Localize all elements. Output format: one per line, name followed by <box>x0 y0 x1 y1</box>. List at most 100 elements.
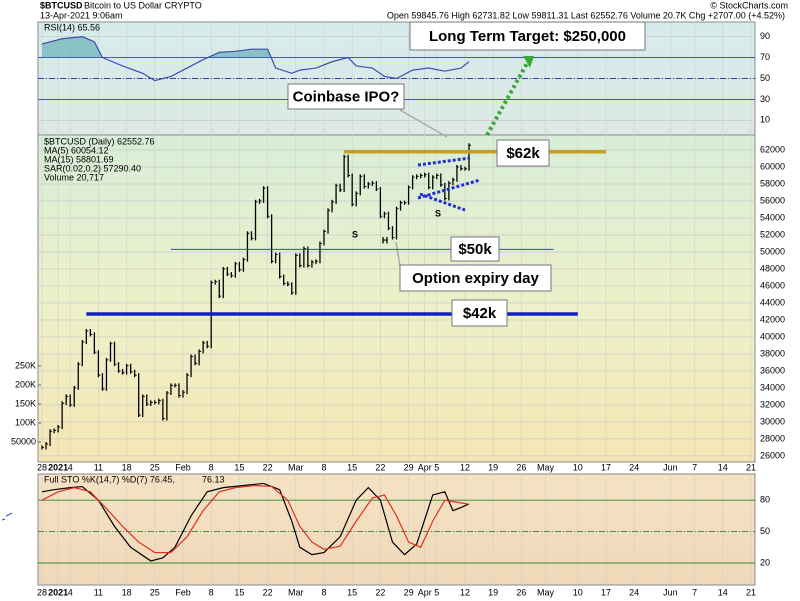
annotation-box <box>399 264 552 292</box>
price-panel <box>37 134 756 463</box>
x-tick-label: 19 <box>488 587 498 597</box>
x-tick-label: 15 <box>234 587 244 597</box>
arrow-head <box>523 56 534 68</box>
volume-tick-label: 50000 <box>11 436 36 446</box>
annotation-box <box>496 139 550 167</box>
x-tick-label: 12 <box>460 587 470 597</box>
x-tick-label: 5 <box>434 587 439 597</box>
x-tick-label: 4 <box>68 462 73 472</box>
callout-line <box>395 241 401 267</box>
x-tick-label: 18 <box>122 587 132 597</box>
y-tick-label: 54000 <box>760 212 785 222</box>
wedge-line <box>417 178 481 200</box>
annotation: $50k <box>458 241 492 258</box>
annotation: $42k <box>463 305 497 322</box>
x-tick-label: 4 <box>68 587 73 597</box>
y-tick-label: 60000 <box>760 161 785 171</box>
annotation-box <box>287 83 405 110</box>
x-tick-label: 22 <box>263 587 273 597</box>
legend-entry: $BTCUSD (Daily) 62552.76 <box>44 136 155 146</box>
x-tick-label: 17 <box>601 587 611 597</box>
x-tick-label: 11 <box>94 587 103 597</box>
x-tick-label: 17 <box>601 462 611 472</box>
marks <box>41 36 472 562</box>
x-tick-label: 8 <box>321 462 326 472</box>
x-tick-label: 29 <box>404 462 414 472</box>
y-tick-label: 50 <box>760 526 770 536</box>
x-tick-label: 18 <box>122 462 132 472</box>
y-tick-label: 38000 <box>760 348 785 358</box>
y-tick-label: 58000 <box>760 178 785 188</box>
x-tick-label: Apr <box>418 462 432 472</box>
callout-line <box>399 109 448 138</box>
x-tick-label: 26 <box>516 587 526 597</box>
x-tick-label: 22 <box>375 587 385 597</box>
panel-label: Full STO %K(14,7) %D(7) 76.45, <box>44 474 175 484</box>
x-tick-label: Jun <box>663 462 678 472</box>
legend-entry: MA(5) 60054.12 <box>44 145 109 155</box>
annotation-box <box>451 299 508 327</box>
x-tick-label: 25 <box>150 587 160 597</box>
pattern-label: S <box>435 208 441 218</box>
y-tick-label: 34000 <box>760 382 785 392</box>
x-tick-label: 2021 <box>48 462 68 472</box>
wedge-line <box>419 192 466 212</box>
y-tick-label: 90 <box>760 31 770 41</box>
x-tick-label: 21 <box>746 587 756 597</box>
x-tick-label: 5 <box>434 462 439 472</box>
x-tick-label: 22 <box>263 462 273 472</box>
x-tick-label: 26 <box>516 462 526 472</box>
y-tick-label: 80 <box>760 495 770 505</box>
annotation: Coinbase IPO? <box>293 88 400 105</box>
x-tick-label: 15 <box>347 587 357 597</box>
date: 13-Apr-2021 9:06am <box>40 10 123 20</box>
y-tick-label: 46000 <box>760 280 785 290</box>
x-tick-label: Feb <box>175 587 191 597</box>
volume-tick-label: 100K <box>15 417 36 427</box>
volume-tick-label: 200K <box>15 379 36 389</box>
panel-label-value: 76.13 <box>202 474 225 484</box>
x-tick-label: 10 <box>573 587 583 597</box>
y-tick-label: 36000 <box>760 365 785 375</box>
quote: Open 59845.76 High 62731.82 Low 59811.31… <box>387 10 785 20</box>
target-arrow <box>485 57 532 136</box>
x-tick-label: Mar <box>288 587 304 597</box>
y-tick-label: 50 <box>760 73 770 83</box>
x-tick-label: 8 <box>209 462 214 472</box>
x-tick-label: 10 <box>573 462 583 472</box>
x-tick-label: 24 <box>629 462 639 472</box>
instrument: Bitcoin to US Dollar CRYPTO <box>84 0 202 10</box>
x-tick-label: 14 <box>718 587 728 597</box>
volume-tick-label: 150K <box>15 398 36 408</box>
series-line <box>41 36 470 82</box>
x-tick-label: Jun <box>663 587 678 597</box>
legend-entry: SAR(0.02,0.2) 57290.40 <box>44 163 141 173</box>
x-tick-label: 28 <box>37 587 47 597</box>
x-tick-label: 15 <box>347 462 357 472</box>
y-tick-label: 26000 <box>760 450 785 460</box>
volume-tick-label: 250K <box>15 360 36 370</box>
x-tick-label: 12 <box>460 462 470 472</box>
x-tick-label: 21 <box>746 462 756 472</box>
symbol: $BTCUSD <box>40 0 83 10</box>
x-tick-label: 7 <box>692 587 697 597</box>
y-tick-label: 40000 <box>760 331 785 341</box>
x-tick-label: 25 <box>150 462 160 472</box>
legend-entry: MA(15) 58801.69 <box>44 154 114 164</box>
series-line <box>41 482 470 562</box>
annotation-box <box>409 21 646 51</box>
x-tick-label: 15 <box>234 462 244 472</box>
rsi-fill <box>42 36 470 58</box>
annotation: Option expiry day <box>412 270 539 287</box>
y-tick-label: 52000 <box>760 229 785 239</box>
x-tick-label: May <box>537 462 555 472</box>
panel-label: RSI(14) 65.56 <box>44 22 100 32</box>
pattern-label: H <box>382 235 389 245</box>
x-tick-label: 28 <box>37 462 47 472</box>
y-tick-label: 32000 <box>760 399 785 409</box>
credit: © StockCharts.com <box>710 0 788 10</box>
y-tick-label: 42000 <box>760 314 785 324</box>
x-tick-label: 22 <box>375 462 385 472</box>
annotation: $62k <box>506 145 540 162</box>
